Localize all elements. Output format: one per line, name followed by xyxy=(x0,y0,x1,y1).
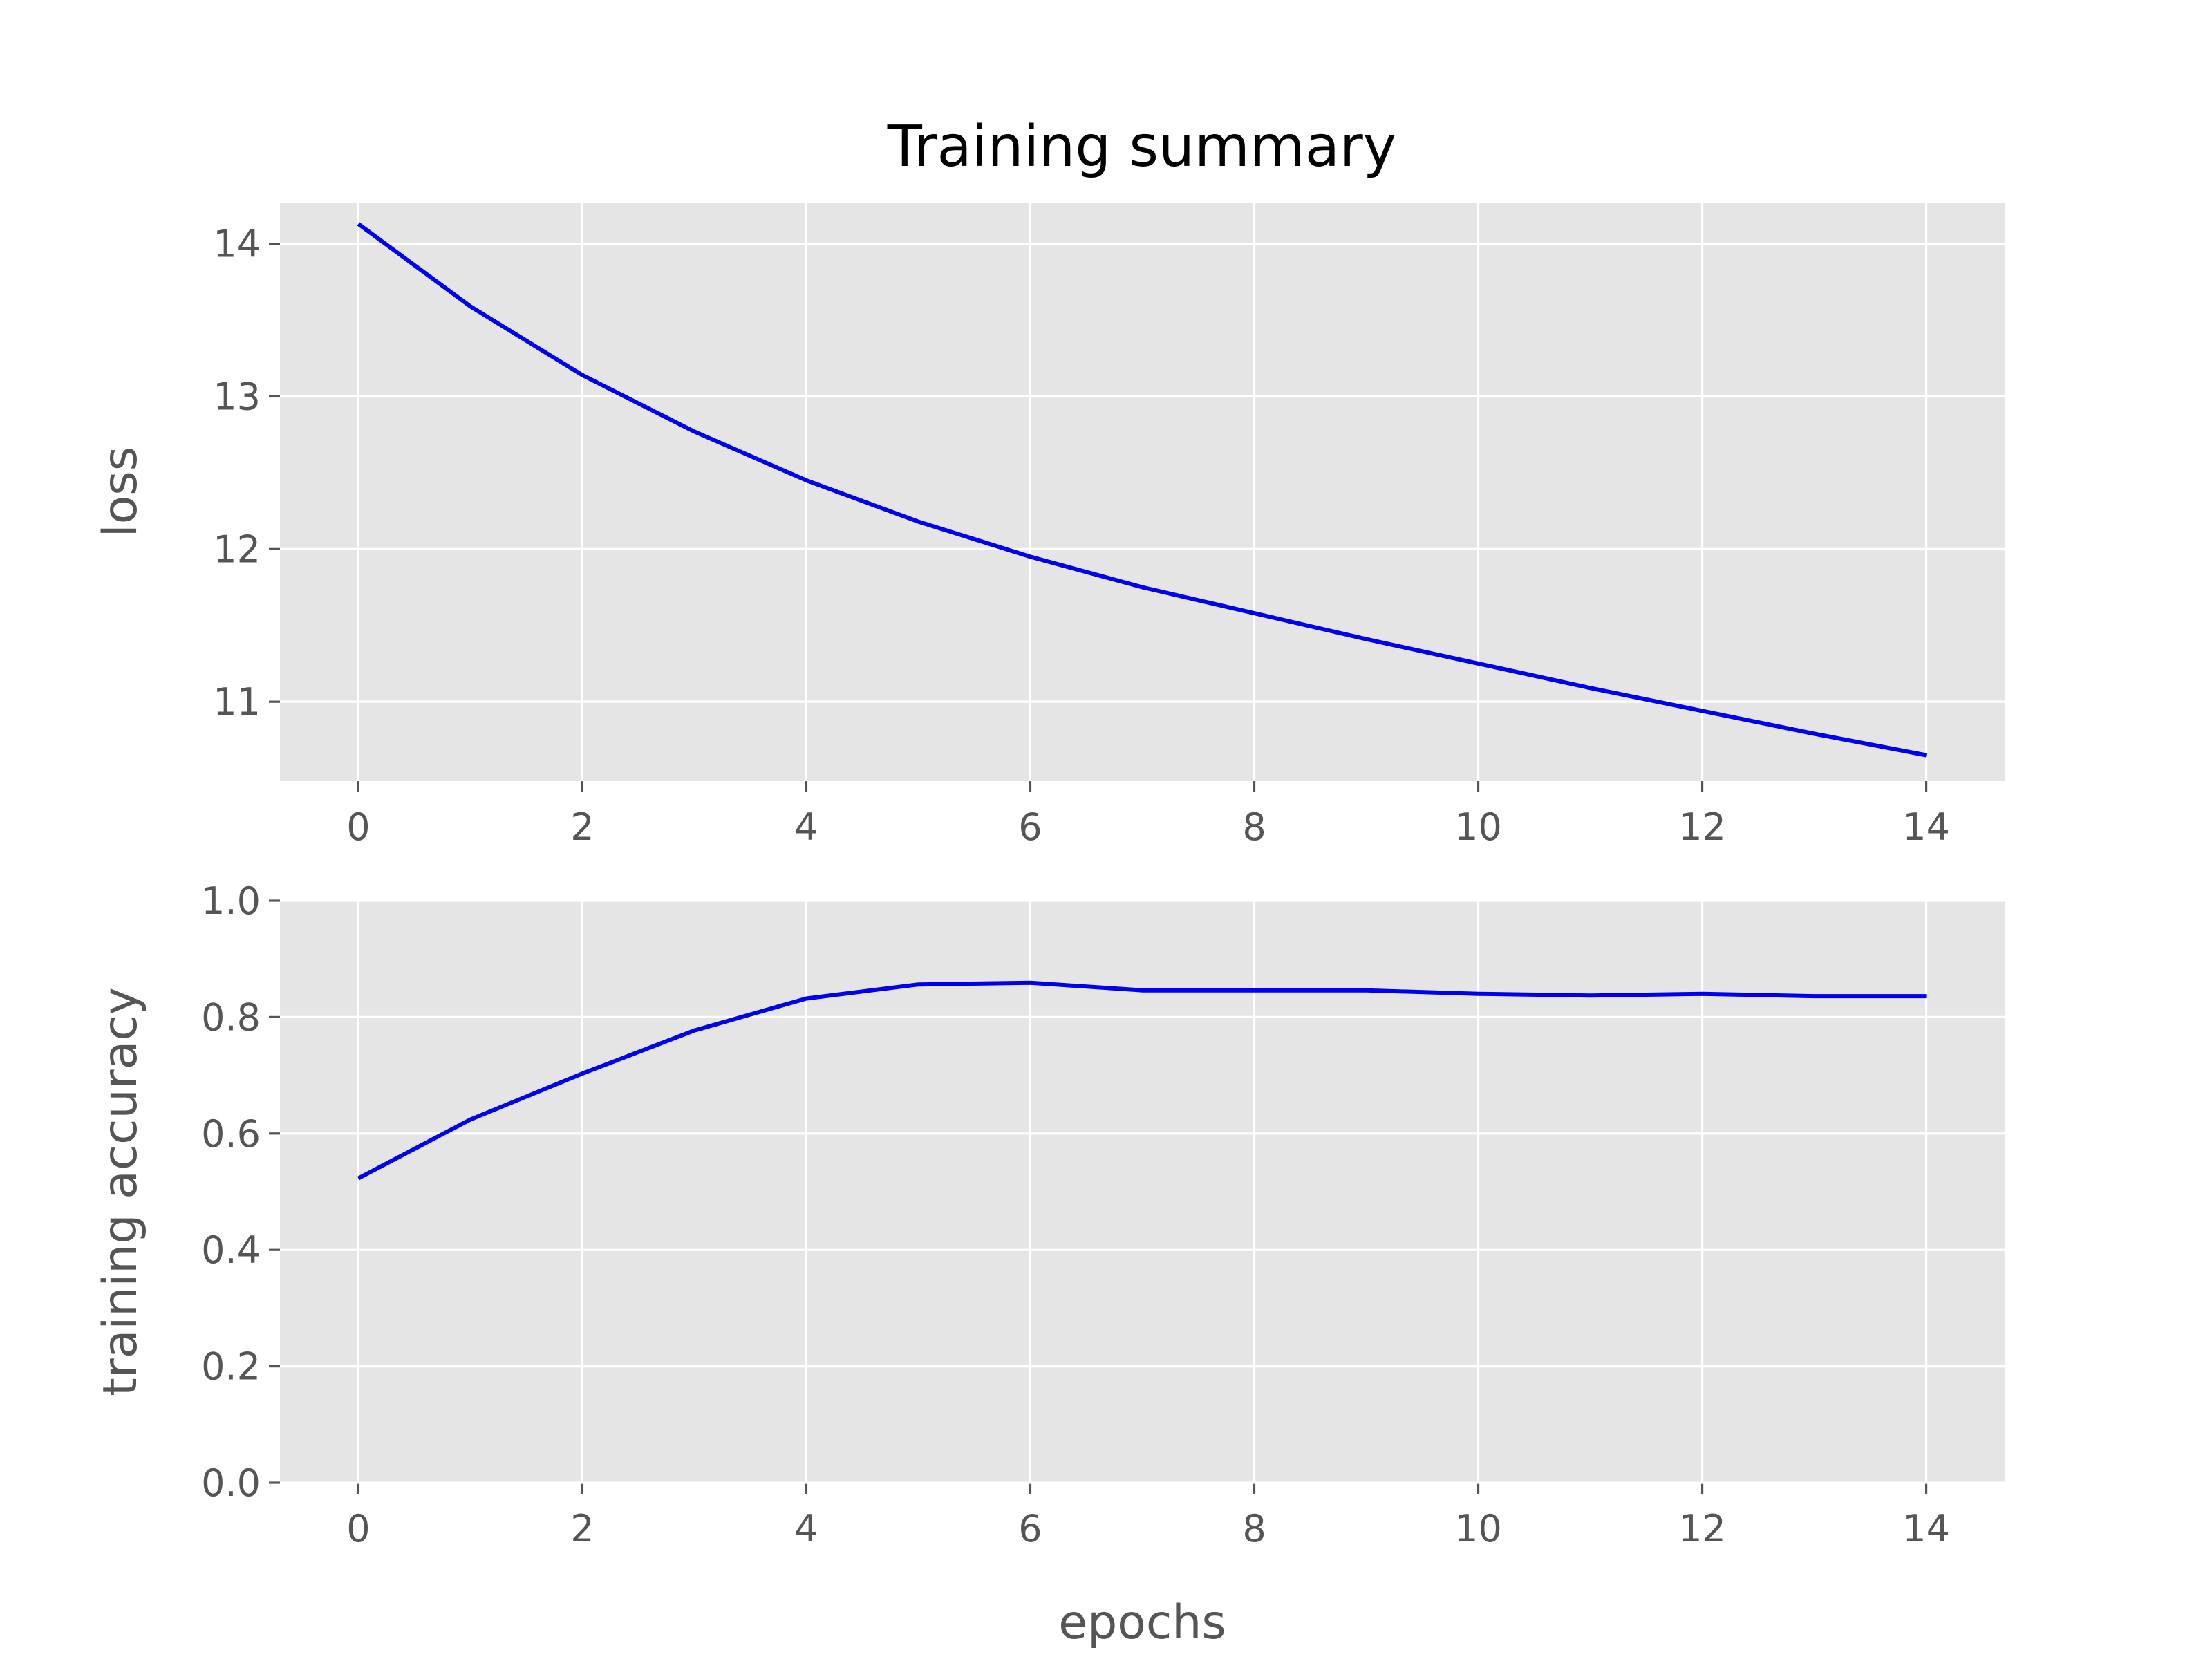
loss-x-tick-label: 6 xyxy=(1018,805,1042,849)
accuracy-y-tick-label: 0.2 xyxy=(201,1345,261,1389)
loss-series-line xyxy=(357,222,1927,758)
accuracy-x-tick-label: 2 xyxy=(570,1507,594,1550)
loss-panel: 0 2 4 6 8 10 12 14 11 12 13 14 loss xyxy=(93,203,2005,849)
accuracy-y-tick-label: 0.0 xyxy=(201,1461,261,1505)
loss-y-tick-label: 12 xyxy=(213,527,261,571)
loss-x-tick-label: 4 xyxy=(794,805,818,849)
loss-x-tick-label: 0 xyxy=(346,805,370,849)
loss-x-tick-label: 8 xyxy=(1242,805,1266,849)
accuracy-x-axis-label: epochs xyxy=(1058,1595,1226,1650)
loss-x-tick-label: 14 xyxy=(1902,805,1950,849)
loss-y-tick-label: 11 xyxy=(213,680,261,724)
loss-plot-area xyxy=(280,203,2005,781)
loss-x-tick-label: 2 xyxy=(570,805,594,849)
loss-y-axis-label: loss xyxy=(93,447,148,537)
loss-y-tick-label: 13 xyxy=(213,375,261,418)
accuracy-y-tick-label: 0.8 xyxy=(201,995,261,1039)
accuracy-y-tick-label: 0.6 xyxy=(201,1112,261,1156)
accuracy-x-tick-label: 0 xyxy=(346,1507,370,1550)
accuracy-y-tick-label: 1.0 xyxy=(201,879,261,923)
loss-x-tick-label: 10 xyxy=(1454,805,1502,849)
accuracy-x-tick-label: 10 xyxy=(1454,1507,1502,1550)
training-accuracy-panel: 0 2 4 6 8 10 12 14 0.0 0.2 0.4 0.6 0.8 1.0 training ac… xyxy=(93,879,2005,1650)
accuracy-x-tick-label: 6 xyxy=(1018,1507,1042,1550)
accuracy-x-tick-label: 12 xyxy=(1678,1507,1726,1550)
loss-x-tick-label: 12 xyxy=(1678,805,1726,849)
accuracy-x-tick-label: 14 xyxy=(1902,1507,1950,1550)
chart-title: Training summary xyxy=(887,114,1397,180)
accuracy-y-axis-label: training accuracy xyxy=(93,987,148,1396)
accuracy-x-tick-label: 4 xyxy=(794,1507,818,1550)
accuracy-series-line xyxy=(357,980,1927,1181)
accuracy-x-tick-label: 8 xyxy=(1242,1507,1266,1550)
loss-y-tick-label: 14 xyxy=(213,223,261,266)
accuracy-plot-area xyxy=(280,901,2005,1483)
accuracy-y-tick-label: 0.4 xyxy=(201,1228,261,1272)
